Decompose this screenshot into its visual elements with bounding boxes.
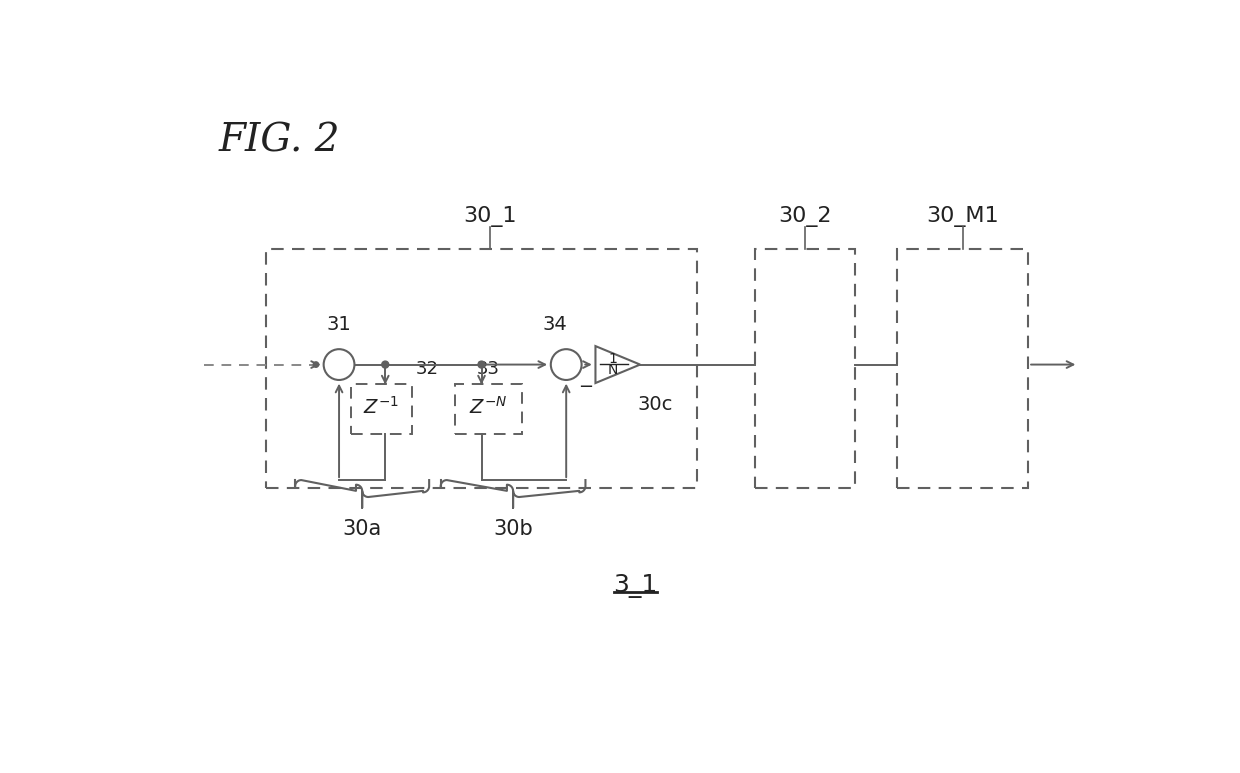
Circle shape: [551, 349, 582, 380]
Text: +: +: [331, 352, 346, 370]
Circle shape: [314, 362, 319, 367]
Polygon shape: [595, 346, 640, 383]
Text: 31: 31: [326, 315, 351, 334]
Circle shape: [479, 361, 485, 368]
Bar: [455, 384, 522, 434]
Text: 30_2: 30_2: [779, 206, 832, 227]
Bar: [755, 249, 854, 488]
Text: 33: 33: [477, 359, 500, 378]
Bar: [351, 384, 412, 434]
Bar: [265, 249, 697, 488]
Text: $Z^{-N}$: $Z^{-N}$: [469, 397, 507, 418]
Text: 30_1: 30_1: [464, 206, 517, 227]
Text: 32: 32: [415, 359, 438, 378]
Text: N: N: [608, 363, 618, 377]
Circle shape: [324, 349, 355, 380]
Text: 30b: 30b: [494, 519, 533, 539]
Circle shape: [382, 361, 388, 368]
Text: $Z^{-1}$: $Z^{-1}$: [363, 397, 399, 418]
Text: FIG. 2: FIG. 2: [218, 122, 340, 159]
Text: 30c: 30c: [637, 395, 672, 414]
Text: 34: 34: [542, 315, 567, 334]
Text: 1: 1: [608, 352, 616, 366]
Bar: [898, 249, 1028, 488]
Text: 30_M1: 30_M1: [926, 206, 999, 227]
Text: 30a: 30a: [342, 519, 382, 539]
Text: +: +: [558, 352, 573, 370]
Text: −: −: [579, 379, 594, 397]
Text: 3_1: 3_1: [614, 574, 657, 598]
